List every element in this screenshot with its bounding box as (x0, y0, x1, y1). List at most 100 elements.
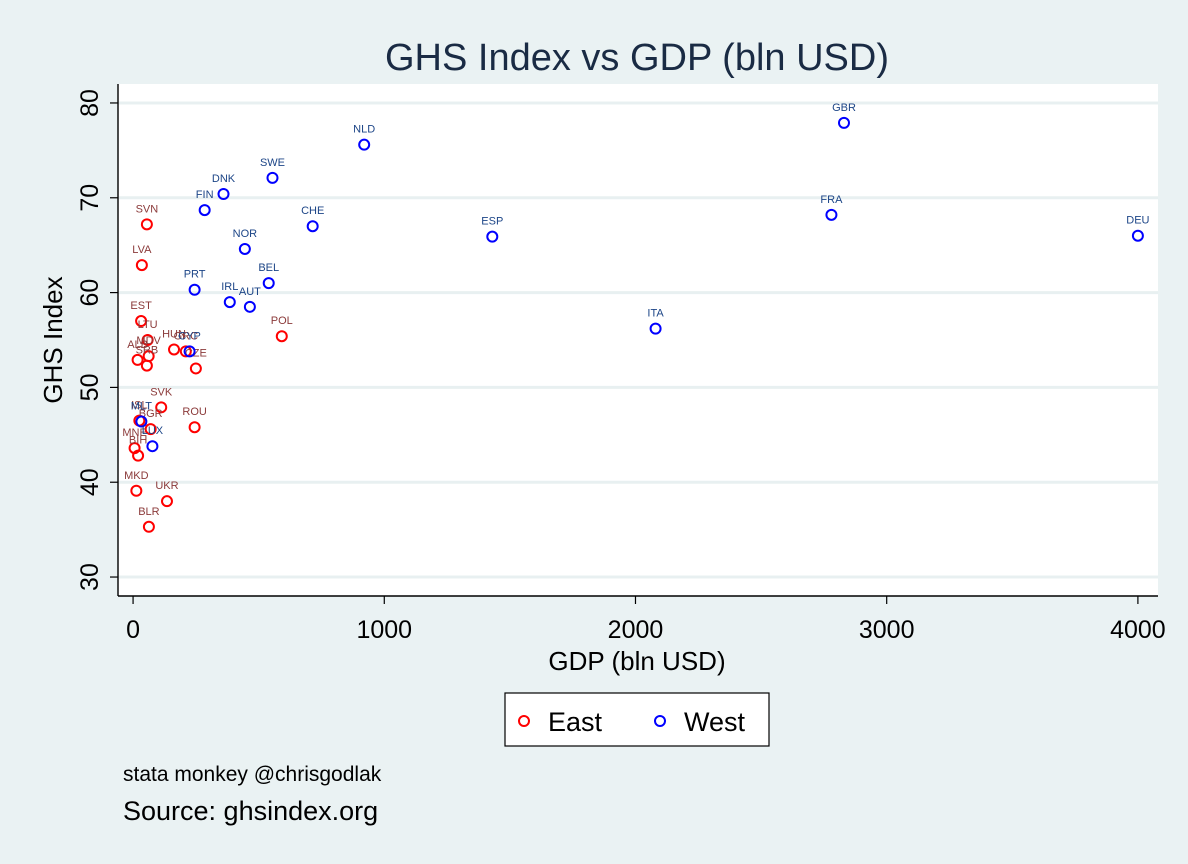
point-ukr (160, 495, 173, 508)
point-label-gbr: GBR (832, 102, 856, 114)
chart-title: GHS Index vs GDP (bln USD) (385, 37, 889, 79)
x-tick-label: 1000 (356, 616, 412, 644)
x-tick-label: 4000 (1110, 616, 1166, 644)
point-label-nld: NLD (353, 124, 375, 136)
y-tick-label: 50 (76, 374, 104, 402)
point-label-dnk: DNK (212, 173, 236, 185)
y-axis-label: GHS Index (38, 276, 68, 403)
point-label-ltu: LTU (138, 319, 158, 331)
x-axis-label: GDP (bln USD) (548, 646, 725, 676)
point-nld (358, 138, 371, 151)
point-label-fra: FRA (820, 194, 843, 206)
legend-marker-east (518, 715, 530, 727)
gridlines (118, 101, 1158, 579)
point-ita (649, 322, 662, 335)
point-label-hun: HUN (162, 328, 186, 340)
y-tick-label: 60 (76, 279, 104, 307)
x-axis-ticks: 0 1000 2000 3000 4000 (126, 596, 1166, 644)
point-hun (168, 343, 181, 356)
point-label-pol: POL (271, 315, 293, 327)
plot-area (118, 84, 1158, 596)
credit-note: stata monkey @chrisgodlak (123, 763, 382, 786)
point-cyp (183, 345, 196, 358)
x-tick-label: 2000 (608, 616, 664, 644)
point-dnk (217, 187, 230, 200)
legend-box (504, 692, 770, 747)
point-label-prt: PRT (184, 269, 206, 281)
point-label-svk: SVK (150, 386, 173, 398)
point-pol (275, 330, 288, 343)
point-deu (1131, 229, 1144, 242)
series-west: GBR NLD SWE DNK FIN CHE FRA ESP DEU NOR PRT BEL IRL A… (131, 102, 1150, 453)
point-mkd (130, 484, 143, 497)
point-label-mkd: MKD (124, 470, 149, 482)
y-tick-label: 70 (76, 184, 104, 212)
point-label-bih: BIH (129, 435, 147, 447)
y-tick-label: 80 (76, 89, 104, 117)
point-label-ita: ITA (647, 308, 664, 320)
point-label-ukr: UKR (155, 480, 178, 492)
point-rou (188, 421, 201, 434)
point-label-est: EST (130, 300, 152, 312)
point-label-mne: MNE (122, 427, 146, 439)
legend-label-east: East (548, 707, 603, 737)
point-ltu (141, 334, 154, 346)
point-lva (135, 259, 148, 272)
point-aut (243, 300, 256, 313)
point-label-mdv: MDV (136, 335, 161, 347)
point-label-lux: LUX (142, 425, 164, 437)
x-tick-label: 3000 (859, 616, 915, 644)
source-note: Source: ghsindex.org (123, 796, 379, 826)
point-label-irl: IRL (221, 281, 238, 293)
point-irl (223, 296, 236, 309)
point-fra (825, 208, 838, 221)
point-label-alb: ALB (127, 339, 148, 351)
point-label-nor: NOR (233, 228, 258, 240)
point-label-isl: ISL (131, 400, 148, 412)
point-swe (266, 171, 279, 184)
point-bgr (144, 423, 157, 436)
point-esp (486, 230, 499, 243)
x-tick-label: 0 (126, 616, 140, 644)
point-label-lva: LVA (132, 244, 152, 256)
point-label-aut: AUT (239, 286, 261, 298)
point-mlt (135, 415, 148, 428)
y-axis-ticks: 30 40 50 60 70 80 (76, 89, 118, 591)
point-che (306, 220, 319, 233)
point-alb (131, 353, 144, 366)
point-srb (140, 359, 153, 372)
point-label-blr: BLR (138, 506, 159, 518)
point-est (135, 315, 148, 328)
point-bel (262, 277, 275, 290)
legend: East West (504, 692, 770, 747)
point-label-cze: CZE (185, 347, 207, 359)
point-lux (146, 440, 159, 453)
point-label-mlt: MLT (131, 401, 152, 413)
point-grc (179, 345, 192, 358)
point-label-deu: DEU (1126, 215, 1149, 227)
y-tick-label: 40 (76, 468, 104, 496)
point-bih (132, 449, 145, 462)
point-label-swe: SWE (260, 157, 285, 169)
point-blr (142, 520, 155, 533)
point-cze (189, 362, 202, 375)
point-label-esp: ESP (481, 216, 503, 228)
point-svn (140, 218, 153, 231)
point-fin (198, 204, 211, 217)
y-tick-label: 30 (76, 563, 104, 591)
point-label-grc: GRC (174, 330, 199, 342)
point-label-fin: FIN (196, 189, 214, 201)
point-label-rou: ROU (182, 406, 207, 418)
point-label-che: CHE (301, 205, 324, 217)
point-label-srb: SRB (136, 345, 159, 357)
point-svk (155, 401, 168, 414)
legend-label-west: West (684, 707, 746, 737)
point-nor (238, 242, 251, 255)
legend-marker-west (654, 715, 666, 727)
point-label-svn: SVN (136, 203, 159, 215)
point-gbr (837, 116, 850, 129)
point-prt (188, 283, 201, 296)
